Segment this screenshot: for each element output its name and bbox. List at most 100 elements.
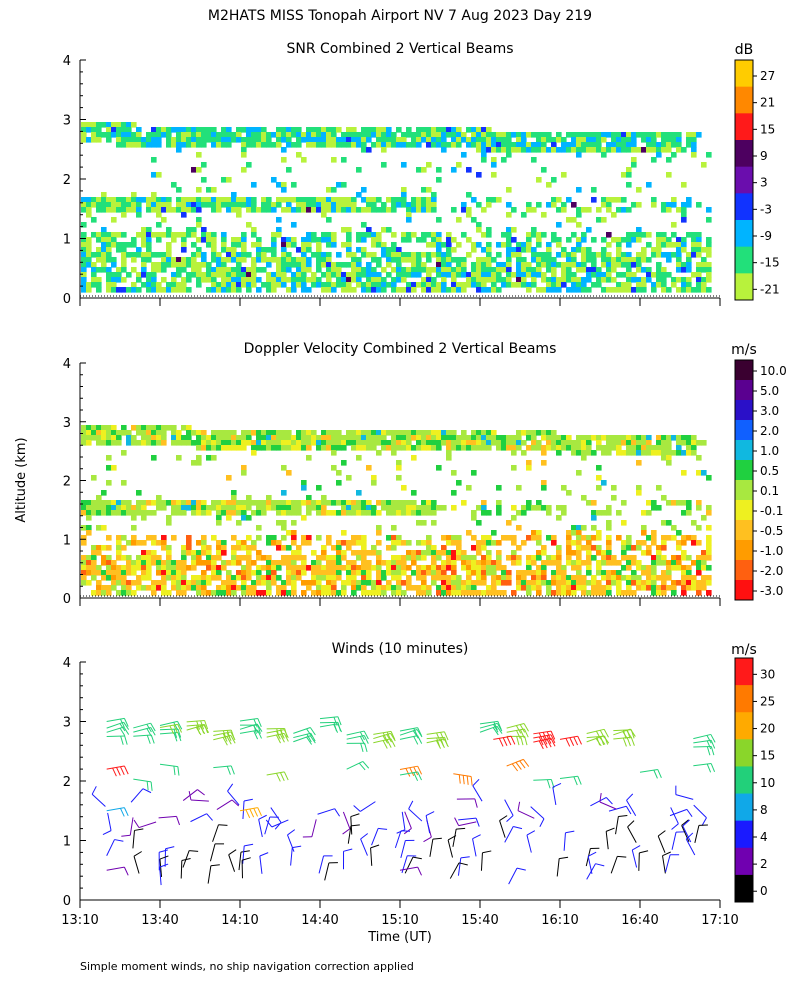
heatmap-cell (261, 197, 267, 203)
heatmap-cell (471, 272, 477, 278)
heatmap-cell (546, 580, 552, 586)
colorbar-label: 25 (760, 694, 775, 708)
heatmap-cell (301, 445, 307, 451)
heatmap-cell (471, 510, 477, 516)
heatmap-cell (96, 440, 102, 446)
heatmap-cell (241, 505, 247, 511)
heatmap-cell (341, 287, 347, 293)
heatmap-cell (531, 277, 537, 283)
heatmap-cell (416, 282, 422, 288)
heatmap-cell (421, 435, 427, 441)
heatmap-cell (446, 287, 452, 293)
heatmap-cell (561, 262, 567, 268)
heatmap-cell (366, 272, 372, 278)
heatmap-cell (276, 272, 282, 278)
heatmap-cell (701, 580, 707, 586)
heatmap-cell (271, 445, 277, 451)
heatmap-cell (166, 555, 172, 561)
heatmap-cell (286, 237, 292, 243)
heatmap-cell (261, 575, 267, 581)
heatmap-cell (501, 535, 507, 541)
heatmap-cell (126, 242, 132, 248)
colorbar-label: 9 (760, 149, 768, 163)
heatmap-cell (351, 550, 357, 556)
heatmap-cell (681, 435, 687, 441)
heatmap-cell (481, 267, 487, 273)
heatmap-cell (411, 132, 417, 138)
heatmap-cell (161, 565, 167, 571)
heatmap-cell (216, 435, 222, 441)
heatmap-cell (641, 232, 647, 238)
heatmap-cell (591, 137, 597, 143)
heatmap-cell (326, 257, 332, 263)
heatmap-cell (136, 137, 142, 143)
wind-barb (133, 851, 142, 874)
heatmap-cell (651, 505, 657, 511)
heatmap-cell (686, 282, 692, 288)
heatmap-cell (476, 277, 482, 283)
heatmap-cell (566, 435, 572, 441)
heatmap-cell (566, 555, 572, 561)
heatmap-cell (171, 580, 177, 586)
heatmap-cell (681, 182, 687, 188)
heatmap-cell (116, 505, 122, 511)
heatmap-cell (206, 550, 212, 556)
heatmap-cell (281, 500, 287, 506)
heatmap-cell (406, 237, 412, 243)
heatmap-cell (331, 500, 337, 506)
heatmap-cell (501, 157, 507, 163)
heatmap-cell (561, 277, 567, 283)
heatmap-cell (396, 137, 402, 143)
heatmap-cell (151, 142, 157, 148)
heatmap-cell (326, 232, 332, 238)
heatmap-cell (226, 247, 232, 253)
heatmap-cell (601, 550, 607, 556)
heatmap-cell (151, 132, 157, 138)
heatmap-cell (616, 287, 622, 293)
heatmap-cell (191, 252, 197, 258)
heatmap-cell (111, 132, 117, 138)
heatmap-cell (216, 570, 222, 576)
heatmap-cell (176, 455, 182, 461)
heatmap-cell (426, 510, 432, 516)
heatmap-cell (586, 545, 592, 551)
heatmap-cell (426, 252, 432, 258)
heatmap-cell (376, 585, 382, 591)
heatmap-cell (226, 575, 232, 581)
heatmap-cell (196, 247, 202, 253)
heatmap-cell (556, 440, 562, 446)
heatmap-cell (451, 445, 457, 451)
heatmap-cell (416, 585, 422, 591)
heatmap-cell (201, 540, 207, 546)
heatmap-cell (316, 505, 322, 511)
heatmap-cell (121, 425, 127, 431)
heatmap-cell (221, 232, 227, 238)
heatmap-cell (571, 147, 577, 153)
heatmap-cell (201, 535, 207, 541)
heatmap-cell (561, 585, 567, 591)
heatmap-cell (561, 202, 567, 208)
heatmap-cell (331, 157, 337, 163)
heatmap-cell (351, 287, 357, 293)
heatmap-cell (626, 137, 632, 143)
heatmap-cell (131, 137, 137, 143)
heatmap-cell (176, 127, 182, 133)
heatmap-cell (331, 137, 337, 143)
heatmap-cell (286, 580, 292, 586)
heatmap-cell (266, 272, 272, 278)
heatmap-cell (401, 540, 407, 546)
heatmap-cell (471, 585, 477, 591)
heatmap-cell (396, 267, 402, 273)
heatmap-cell (541, 480, 547, 486)
heatmap-cell (551, 197, 557, 203)
heatmap-cell (91, 137, 97, 143)
heatmap-cell (126, 430, 132, 436)
heatmap-cell (326, 197, 332, 203)
heatmap-cell (336, 127, 342, 133)
heatmap-cell (441, 585, 447, 591)
heatmap-cell (91, 262, 97, 268)
heatmap-cell (466, 530, 472, 536)
wind-barb (693, 804, 707, 826)
heatmap-cell (486, 232, 492, 238)
heatmap-cell (281, 247, 287, 253)
